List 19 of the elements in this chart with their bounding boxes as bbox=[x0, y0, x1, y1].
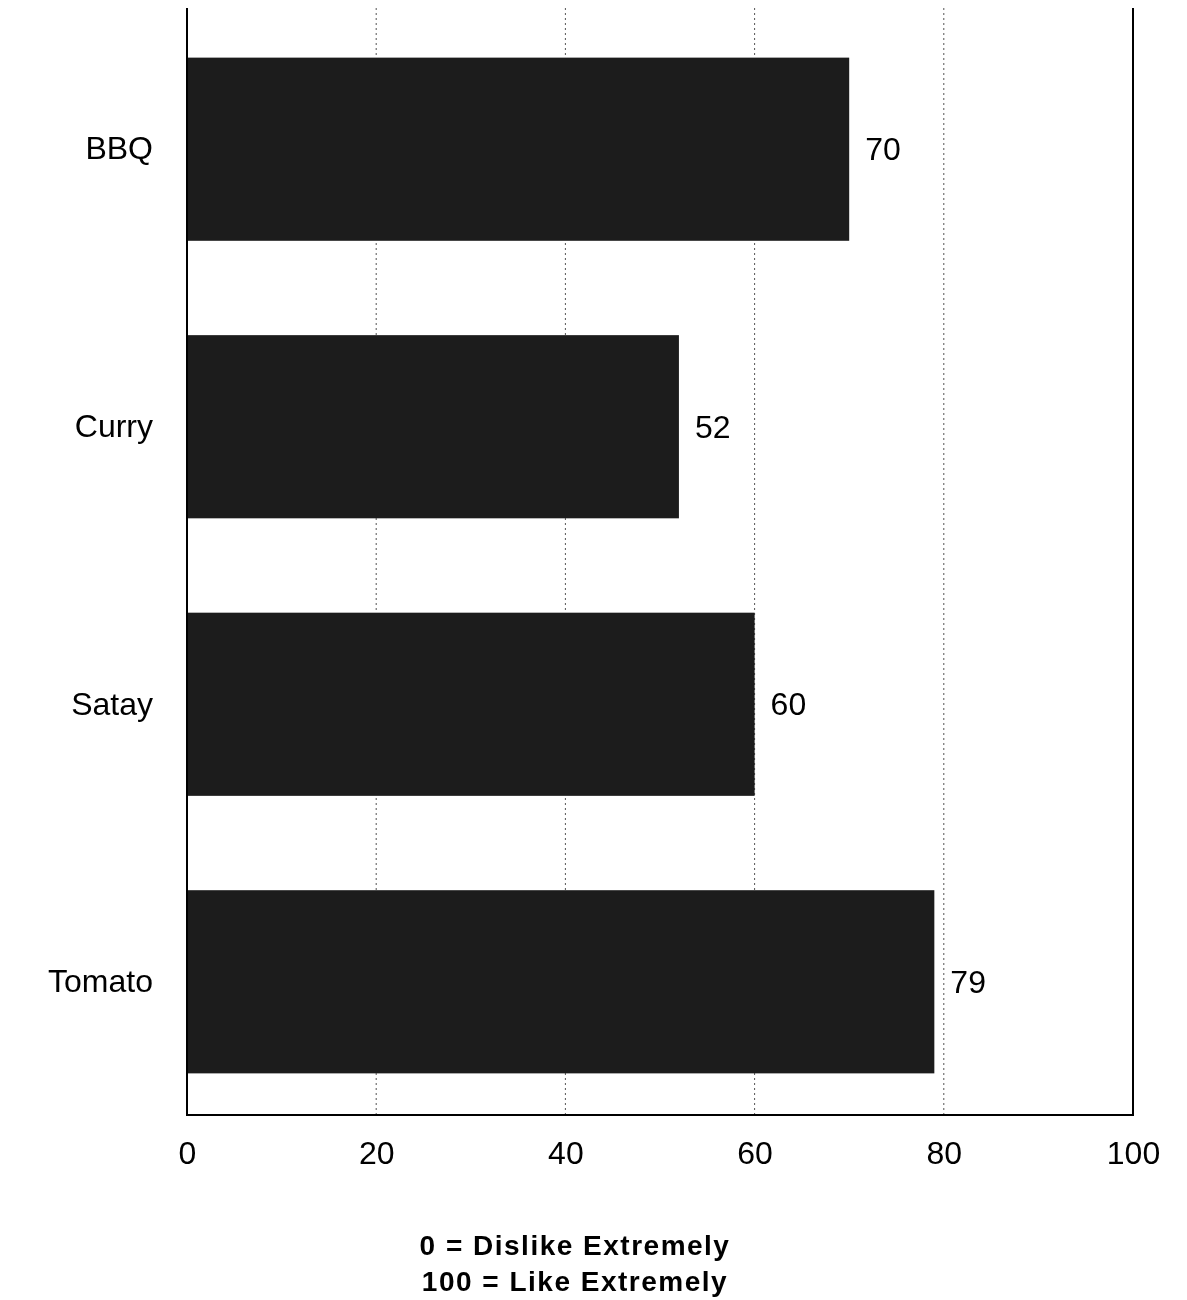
data-label: 60 bbox=[770, 686, 807, 723]
data-label: 79 bbox=[950, 963, 986, 1000]
data-label: 52 bbox=[694, 408, 731, 445]
y-tick-label: BBQ bbox=[85, 130, 153, 167]
x-tick-label: 60 bbox=[737, 1134, 773, 1171]
y-tick-label: Curry bbox=[74, 407, 153, 444]
x-axis-title: 0 = Dislike Extremely 100 = Like Extremely bbox=[419, 1230, 731, 1297]
bar bbox=[187, 612, 755, 796]
bar bbox=[187, 890, 935, 1074]
x-tick-label: 0 bbox=[178, 1134, 197, 1171]
bar bbox=[187, 335, 679, 519]
x-tick-label: 100 bbox=[1106, 1134, 1161, 1171]
x-tick-label: 20 bbox=[358, 1134, 395, 1171]
x-tick-label: 80 bbox=[926, 1134, 963, 1171]
y-tick-label: Satay bbox=[71, 685, 153, 722]
y-tick-label: Tomato bbox=[48, 963, 153, 1000]
bar bbox=[187, 57, 850, 241]
data-label: 70 bbox=[865, 131, 901, 168]
x-tick-label: 40 bbox=[548, 1134, 584, 1171]
